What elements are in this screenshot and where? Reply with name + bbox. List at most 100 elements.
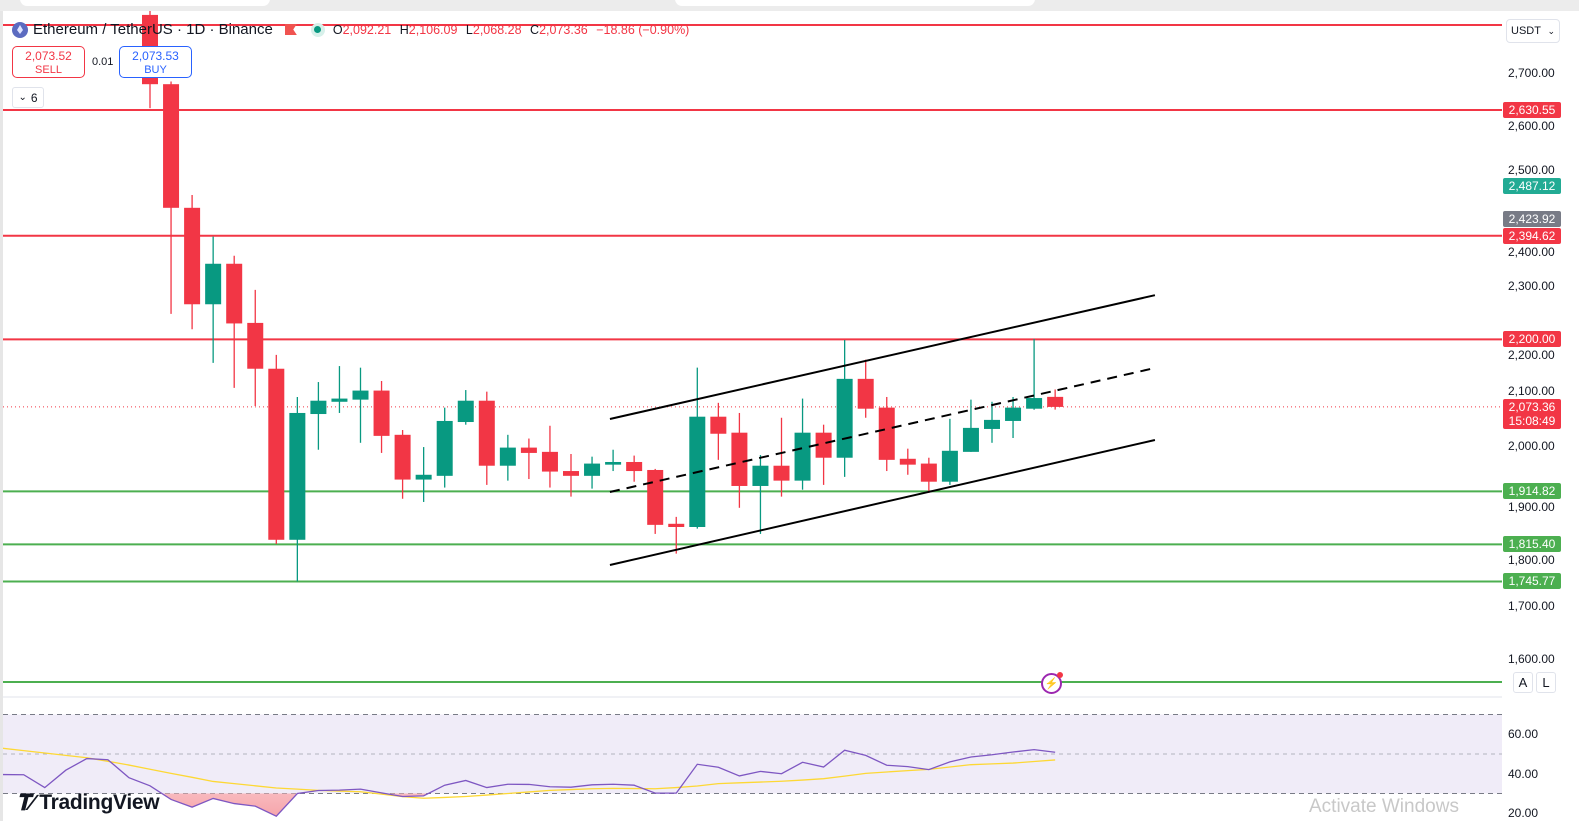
price-tick-label: 2,300.00 [1508, 279, 1555, 293]
price-tick-label: 2,700.00 [1508, 66, 1555, 80]
price-badge: 2,487.12 [1503, 178, 1561, 194]
price-tick-label: 2,000.00 [1508, 439, 1555, 453]
candle-up [415, 447, 432, 502]
activate-windows-watermark: Activate Windows [1309, 796, 1459, 817]
candle-down [563, 453, 579, 497]
rsi-ma-line [3, 747, 1056, 799]
low-value: 2,068.28 [472, 22, 522, 37]
sell-button[interactable]: 2,073.52 SELL [12, 46, 85, 78]
price-badge: 2,423.92 [1503, 211, 1561, 227]
candle-up [584, 456, 601, 489]
tradingview-logo[interactable]: 𝐓∕ TradingView [16, 790, 160, 816]
candle-body [163, 84, 180, 208]
spread-value: 0.01 [92, 56, 114, 68]
candle-down [541, 425, 558, 488]
candle-down [731, 412, 748, 508]
candle-body [773, 465, 790, 481]
toolbar-tab[interactable] [20, 0, 270, 6]
candle-body [984, 419, 1000, 429]
flag-icon[interactable] [284, 24, 297, 35]
logo-text: TradingView [39, 791, 160, 814]
candle-down [668, 516, 685, 554]
candle-body [626, 461, 643, 472]
open-value: 2,092.21 [342, 22, 392, 37]
candle-body [268, 368, 285, 540]
market-open-icon [310, 22, 325, 37]
ohlc-readout: O2,092.21 H2,106.09 L2,068.28 C2,073.36 … [333, 23, 695, 37]
currency-select[interactable]: USDT ⌄ [1506, 19, 1560, 43]
candle-body [647, 469, 664, 525]
tradingview-mark-icon: 𝐓∕ [16, 790, 34, 815]
toolbar-panel[interactable] [675, 0, 1035, 6]
resistance-level-badge: 2,200.00 [1503, 331, 1561, 347]
log-scale-button[interactable]: L [1536, 672, 1556, 693]
channel-midline [609, 367, 1156, 493]
sell-price: 2,073.52 [25, 49, 72, 63]
price-tick-label: 1,600.00 [1508, 652, 1555, 666]
candle-body [731, 432, 748, 486]
support-level-badge: 1,914.82 [1503, 483, 1561, 499]
candle-down [478, 391, 495, 485]
price-tick-label: 2,500.00 [1508, 163, 1555, 177]
rsi-tick-label: 40.00 [1508, 767, 1539, 781]
price-tick-label: 2,400.00 [1508, 245, 1555, 259]
price-tick-label: 1,700.00 [1508, 599, 1555, 613]
candle-body [226, 263, 243, 324]
symbol-title[interactable]: Ethereum / TetherUS · 1D · Binance [33, 21, 273, 38]
candle-body [941, 450, 958, 482]
candle-body [710, 416, 727, 434]
rsi-oversold-fill [3, 793, 1056, 817]
candle-up [331, 366, 348, 413]
candle-down [857, 359, 874, 418]
trendlines[interactable] [609, 294, 1156, 566]
candle-up [436, 407, 453, 488]
price-tick-label: 2,100.00 [1508, 384, 1555, 398]
candle-down [920, 457, 937, 493]
candle-body [815, 432, 832, 458]
candle-down [647, 468, 664, 534]
close-label: C [530, 22, 540, 37]
candle-body [310, 400, 327, 415]
candle-down [247, 289, 264, 407]
candle-up [289, 396, 306, 582]
candle-down [373, 380, 390, 453]
bar-countdown: 15:08:49 [1508, 414, 1556, 428]
price-tick-label: 1,900.00 [1508, 500, 1555, 514]
open-label: O [332, 22, 343, 37]
channel-line [609, 294, 1156, 420]
candles [142, 11, 1064, 582]
left-edge [0, 11, 3, 821]
candle-body [563, 471, 579, 476]
candle-body [541, 451, 558, 472]
buy-button[interactable]: 2,073.53 BUY [119, 46, 192, 78]
candle-body [247, 322, 264, 369]
indicator-count: 6 [30, 90, 38, 105]
price-tick-label: 2,600.00 [1508, 119, 1555, 133]
candle-down [163, 81, 180, 314]
candle-down [626, 455, 643, 482]
candle-body [752, 465, 769, 486]
lightning-icon[interactable]: ⚡ [1041, 672, 1063, 694]
candle-body [920, 463, 937, 482]
high-value: 2,106.09 [408, 22, 458, 37]
low-label: L [465, 22, 473, 37]
rsi-tick-label: 20.00 [1508, 806, 1539, 820]
candle-up [752, 455, 769, 534]
candle-body [457, 400, 474, 423]
auto-scale-button[interactable]: A [1513, 672, 1533, 693]
candle-body [878, 407, 895, 460]
candle-body [499, 447, 516, 466]
candle-up [1005, 396, 1022, 439]
candle-down [773, 417, 790, 497]
candle-down [878, 396, 895, 472]
change-value: −18.86 (−0.90%) [596, 22, 690, 37]
candle-body [205, 263, 222, 305]
indicators-toggle[interactable]: ⌄ 6 [12, 87, 44, 108]
candle-down [184, 195, 201, 330]
rsi-line [3, 749, 1056, 818]
support-level-badge: 1,815.40 [1503, 536, 1561, 552]
candle-up [310, 382, 327, 450]
candle-body [520, 447, 537, 453]
candle-body [184, 207, 201, 305]
